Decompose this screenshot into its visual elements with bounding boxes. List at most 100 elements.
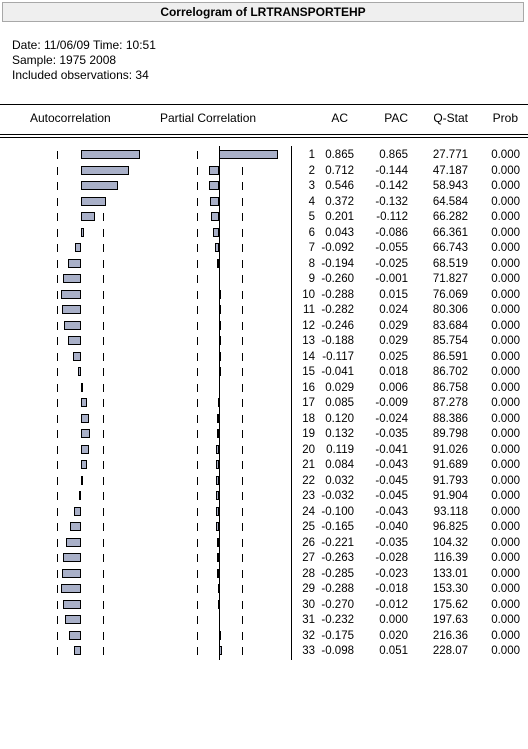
pac-bar [216, 522, 219, 531]
pac-bar [209, 165, 219, 175]
pac-bar [219, 150, 278, 159]
ac-value-cell: 0.119 [326, 443, 354, 456]
prob-value-cell: 0.000 [491, 366, 520, 378]
pac-value-cell: -0.028 [375, 552, 408, 564]
pac-lower-bound-tick [197, 275, 198, 283]
lag-cell: 15 [302, 366, 315, 378]
pac-lower-bound-tick [197, 507, 198, 516]
qstat-value-cell: 76.069 [432, 288, 468, 301]
lag-cell: 4 [308, 195, 315, 208]
ac-upper-bound-tick [103, 554, 104, 562]
table-row: 20 0.119 -0.041 91.026 0.000 [0, 443, 528, 459]
table-row: 31 -0.232 0.000 197.63 0.000 [0, 613, 528, 629]
ac-bar [78, 491, 81, 500]
pac-upper-bound-tick [242, 476, 243, 485]
pac-upper-bound-tick [242, 259, 243, 268]
lag-cell: 22 [302, 474, 315, 487]
ac-bar [74, 506, 81, 516]
lag-cell: 19 [302, 428, 315, 440]
pac-upper-bound-tick [242, 647, 243, 655]
pac-upper-bound-tick [242, 352, 243, 361]
ac-lower-bound-tick [57, 600, 58, 609]
qstat-value-cell: 86.758 [432, 381, 468, 394]
pac-upper-bound-tick [242, 507, 243, 516]
ac-value-cell: -0.232 [321, 614, 354, 626]
ac-lower-bound-tick [57, 244, 58, 252]
pac-upper-bound-tick [242, 585, 243, 593]
pac-lower-bound-tick [197, 182, 198, 190]
ac-value-cell: -0.032 [321, 490, 354, 502]
pac-lower-bound-tick [197, 523, 198, 531]
prob-value-cell: 0.000 [491, 257, 520, 270]
ac-lower-bound-tick [57, 368, 58, 376]
pac-lower-bound-tick [197, 259, 198, 268]
ac-bar [81, 150, 140, 159]
qstat-value-cell: 175.62 [432, 598, 468, 611]
ac-bar [63, 274, 81, 283]
ac-value-cell: -0.194 [321, 257, 354, 270]
ac-value-cell: -0.165 [321, 521, 354, 533]
prob-value-cell: 0.000 [491, 180, 520, 192]
lag-cell: 7 [308, 242, 315, 254]
qstat-value-cell: 93.118 [433, 505, 468, 518]
table-row: 17 0.085 -0.009 87.278 0.000 [0, 396, 528, 412]
pac-upper-bound-tick [242, 197, 243, 206]
ac-bar [81, 382, 83, 392]
table-row: 4 0.372 -0.132 64.584 0.000 [0, 195, 528, 211]
ac-value-cell: -0.117 [322, 350, 354, 363]
lag-cell: 26 [302, 536, 315, 549]
lag-cell: 24 [302, 505, 315, 518]
pac-lower-bound-tick [197, 414, 198, 423]
lag-cell: 16 [302, 381, 315, 394]
qstat-value-cell: 88.386 [432, 412, 468, 425]
pac-lower-bound-tick [197, 228, 198, 237]
ac-value-cell: 0.712 [325, 164, 354, 177]
pac-upper-bound-tick [242, 290, 243, 299]
observations-line: Included observations: 34 [12, 68, 149, 82]
pac-upper-bound-tick [242, 321, 243, 330]
lag-cell: 13 [302, 335, 315, 347]
ac-lower-bound-tick [57, 523, 58, 531]
ac-value-cell: -0.282 [321, 304, 354, 316]
table-row: 8 -0.194 -0.025 68.519 0.000 [0, 257, 528, 273]
ac-upper-bound-tick [103, 569, 104, 578]
qstat-value-cell: 91.026 [432, 443, 468, 456]
pac-upper-bound-tick [242, 538, 243, 547]
pac-upper-bound-tick [242, 244, 243, 252]
ac-lower-bound-tick [57, 569, 58, 578]
ac-bar [81, 429, 90, 438]
table-row: 12 -0.246 0.029 83.684 0.000 [0, 319, 528, 335]
pac-upper-bound-tick [242, 631, 243, 640]
window-title-bar[interactable]: Correlogram of LRTRANSPORTEHP [2, 2, 524, 22]
table-row: 18 0.120 -0.024 88.386 0.000 [0, 412, 528, 428]
table-row: 11 -0.282 0.024 80.306 0.000 [0, 303, 528, 319]
pac-upper-bound-tick [242, 616, 243, 624]
table-row: 24 -0.100 -0.043 93.118 0.000 [0, 505, 528, 521]
pac-value-cell: 0.015 [379, 288, 408, 301]
pac-value-cell: 0.051 [379, 645, 408, 657]
ac-upper-bound-tick [103, 523, 104, 531]
pac-upper-bound-tick [242, 275, 243, 283]
ac-upper-bound-tick [103, 228, 104, 237]
pac-bar [210, 196, 219, 206]
ac-lower-bound-tick [57, 306, 58, 314]
prob-value-cell: 0.000 [491, 335, 520, 347]
lag-cell: 25 [302, 521, 315, 533]
ac-bar [81, 413, 90, 423]
ac-upper-bound-tick [103, 507, 104, 516]
prob-value-cell: 0.000 [491, 397, 520, 409]
ac-lower-bound-tick [57, 228, 58, 237]
pac-lower-bound-tick [197, 631, 198, 640]
prob-value-cell: 0.000 [491, 242, 520, 254]
qstat-value-cell: 104.32 [432, 536, 468, 549]
pac-value-cell: 0.025 [379, 350, 408, 363]
table-row: 10 -0.288 0.015 76.069 0.000 [0, 288, 528, 304]
prob-value-cell: 0.000 [491, 645, 520, 657]
lag-cell: 31 [302, 614, 315, 626]
ac-value-cell: -0.270 [321, 598, 354, 611]
ac-upper-bound-tick [103, 213, 104, 221]
pac-bar [209, 181, 219, 190]
pac-lower-bound-tick [197, 569, 198, 578]
lag-cell: 33 [302, 645, 315, 657]
prob-value-cell: 0.000 [491, 583, 520, 595]
